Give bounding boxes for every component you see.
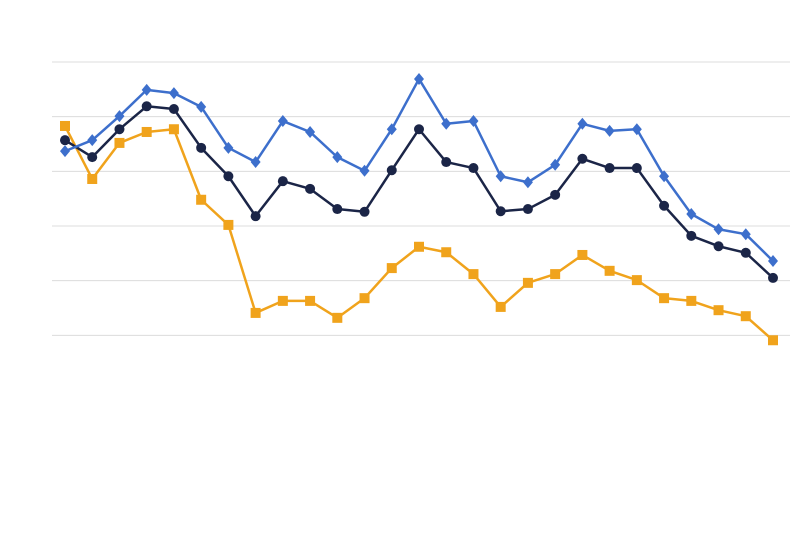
data-point	[168, 104, 179, 115]
data-point	[60, 120, 70, 131]
data-point	[223, 219, 234, 230]
data-point	[332, 204, 343, 215]
data-point	[441, 117, 452, 130]
data-point	[441, 157, 452, 168]
data-point	[332, 151, 343, 164]
data-point	[386, 123, 397, 136]
data-point	[277, 295, 288, 306]
data-point	[414, 241, 424, 252]
data-point	[713, 241, 724, 252]
data-point	[114, 137, 125, 148]
data-point	[414, 72, 424, 85]
data-point	[686, 295, 697, 306]
data-point	[87, 152, 98, 163]
data-point	[768, 272, 778, 283]
data-point	[577, 249, 588, 260]
data-point	[495, 206, 506, 217]
data-point	[740, 228, 751, 241]
data-point	[604, 124, 615, 137]
data-point	[740, 311, 751, 322]
data-point	[577, 153, 588, 164]
data-point	[740, 247, 751, 258]
data-point	[550, 189, 561, 200]
data-point	[386, 165, 397, 176]
series-line	[63, 125, 774, 342]
data-point	[713, 223, 724, 236]
data-point	[522, 176, 533, 189]
data-point	[495, 170, 506, 183]
data-point	[386, 263, 397, 274]
data-point	[250, 307, 261, 318]
data-point	[550, 269, 561, 280]
data-point	[414, 124, 424, 135]
data-point	[659, 293, 670, 304]
data-point	[60, 145, 70, 158]
data-point	[604, 265, 615, 276]
data-point	[577, 117, 588, 130]
data-point	[359, 293, 370, 304]
data-point	[631, 123, 642, 136]
data-point	[468, 269, 479, 280]
data-point	[686, 207, 697, 220]
data-point	[277, 176, 288, 187]
data-point	[223, 141, 234, 154]
data-point	[768, 335, 778, 346]
data-point	[196, 142, 207, 153]
data-point	[114, 110, 125, 123]
data-point	[305, 183, 316, 194]
data-point	[196, 100, 207, 113]
data-point	[196, 194, 207, 205]
data-point	[141, 126, 152, 137]
data-point	[250, 156, 261, 169]
data-point	[359, 164, 370, 177]
data-point	[332, 312, 343, 323]
data-point	[686, 230, 697, 241]
data-point	[141, 101, 152, 112]
data-point	[768, 254, 778, 267]
data-point	[468, 163, 479, 174]
data-point	[522, 277, 533, 288]
data-point	[441, 247, 452, 258]
data-point	[250, 211, 261, 222]
data-point	[522, 204, 533, 215]
data-point	[305, 125, 316, 138]
data-point	[468, 115, 479, 128]
data-point	[631, 163, 642, 174]
data-point	[495, 301, 506, 312]
data-point	[168, 87, 179, 100]
data-point	[713, 305, 724, 316]
data-point	[277, 115, 288, 128]
data-point	[659, 200, 670, 211]
data-point	[659, 170, 670, 183]
data-point	[87, 134, 98, 147]
data-point	[114, 124, 125, 135]
data-point	[359, 206, 370, 217]
data-point	[168, 124, 179, 135]
data-point	[305, 295, 316, 306]
data-point	[550, 158, 561, 171]
data-point	[223, 171, 234, 182]
data-point	[87, 173, 98, 184]
data-point	[631, 275, 642, 286]
data-point	[604, 163, 615, 174]
data-point	[60, 135, 70, 146]
data-point	[141, 83, 152, 96]
